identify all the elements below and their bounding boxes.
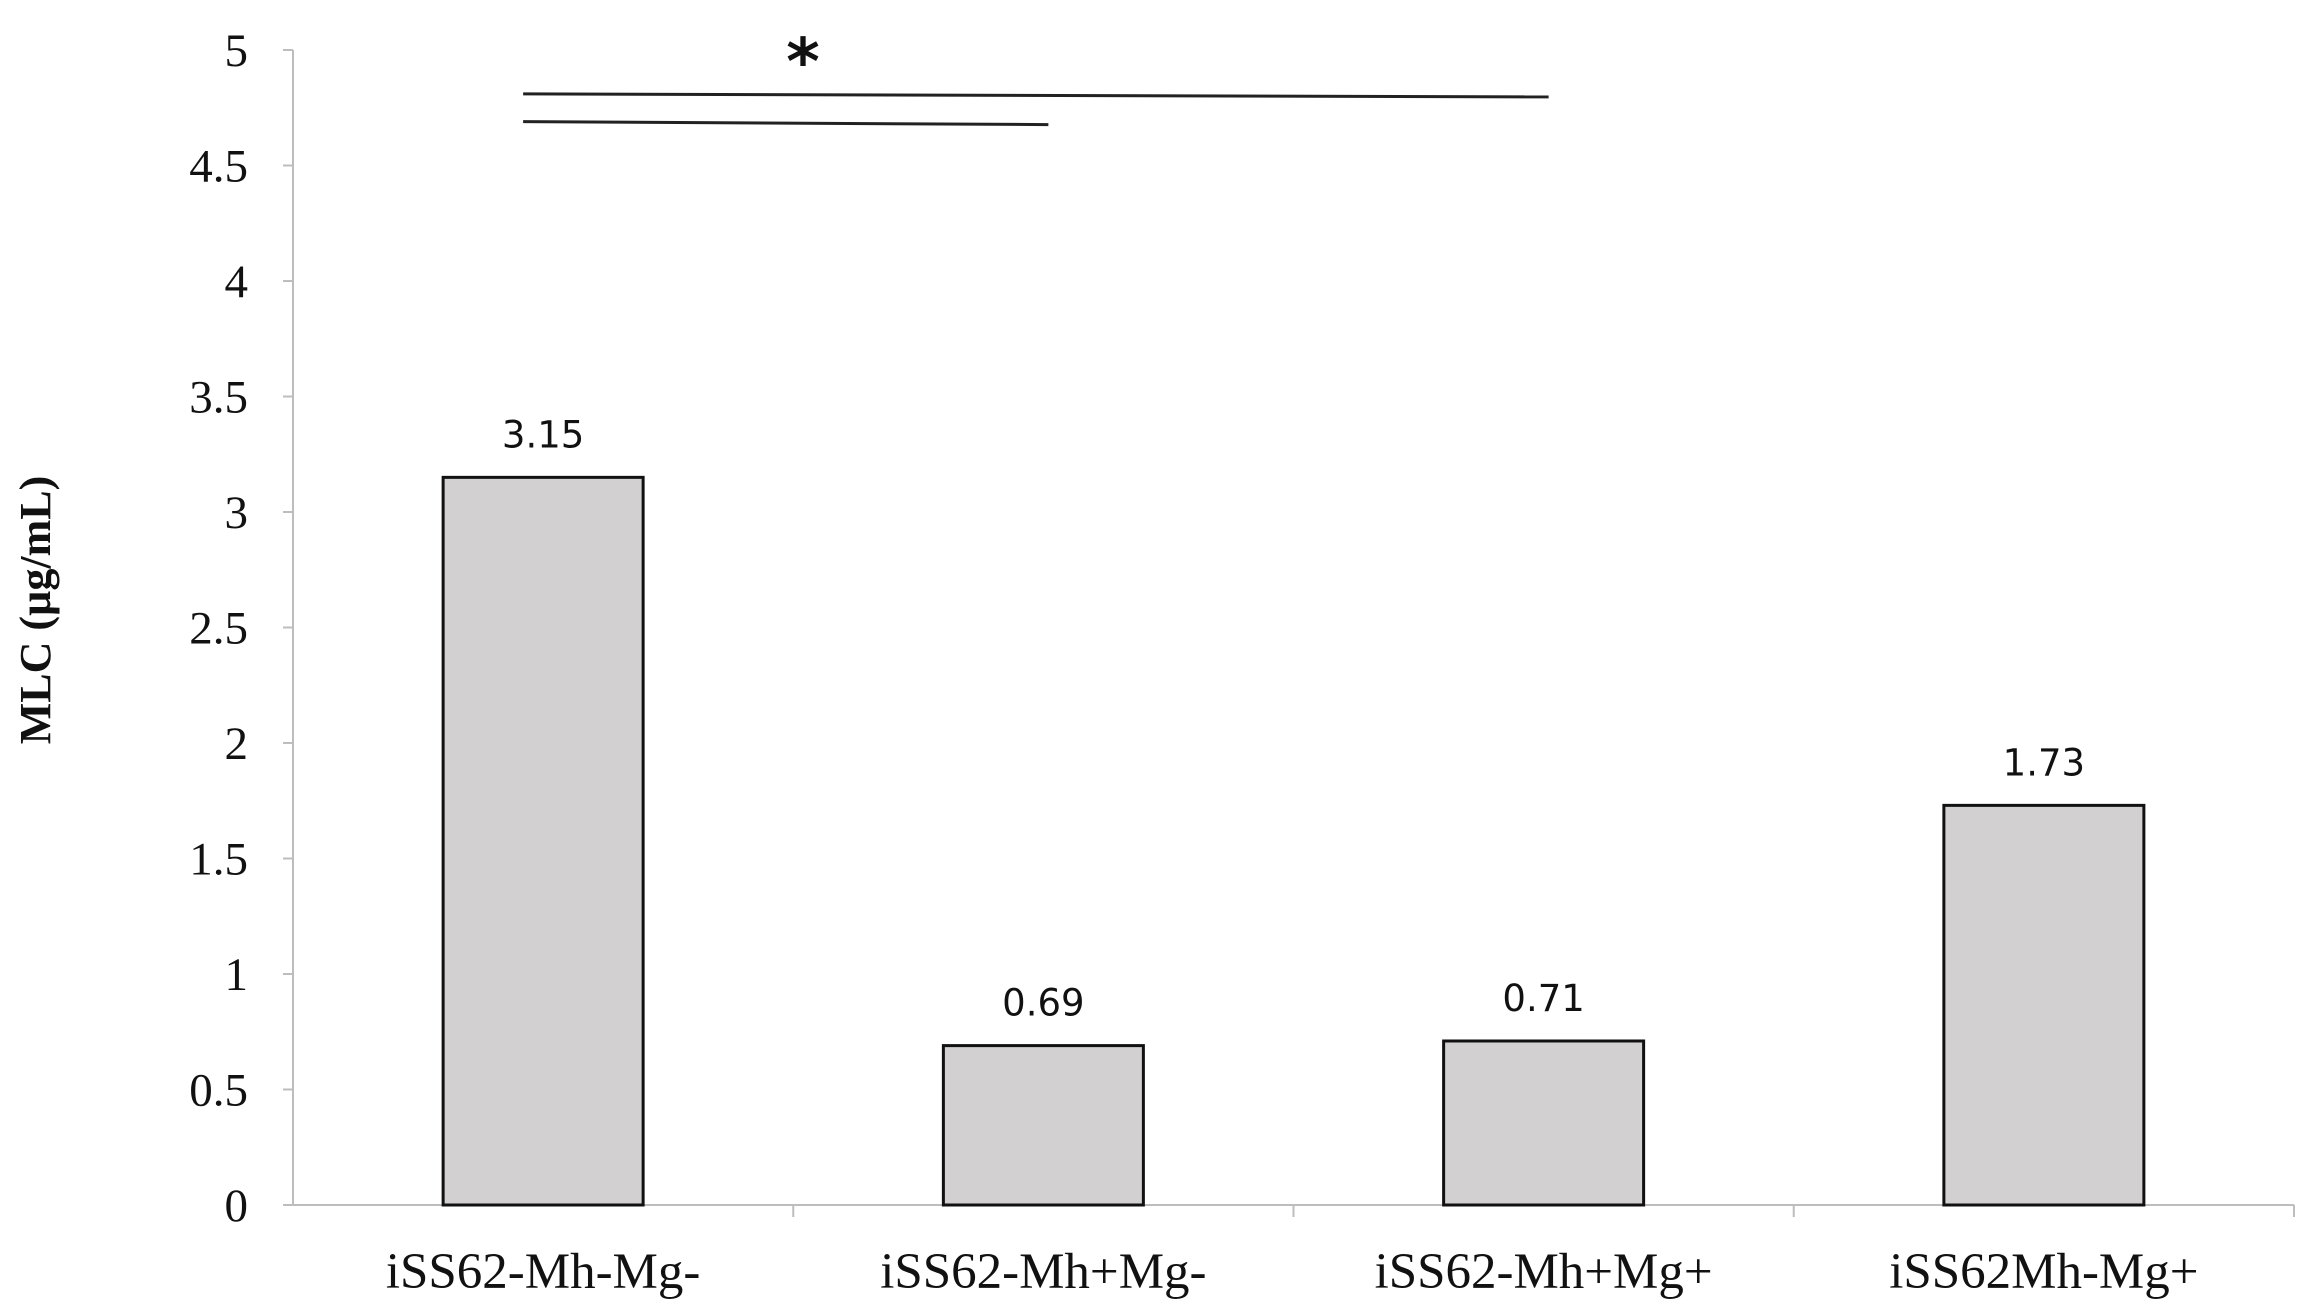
y-tick-label: 4.5 [189, 141, 248, 193]
x-axis-ticks [792, 1205, 2295, 1217]
x-category-label: iSS62-Mh+Mg+ [1375, 1244, 1713, 1300]
bar [441, 475, 645, 1207]
x-category-label: iSS62Mh-Mg+ [1889, 1244, 2198, 1300]
y-tick-label: 5 [225, 25, 249, 77]
significance-line [523, 120, 1049, 127]
data-label: 0.71 [1502, 977, 1584, 1020]
y-tick-label: 3.5 [189, 372, 248, 424]
data-labels-group: 3.15 0.69 0.71 1.73 [502, 413, 2085, 1024]
y-tick-label: 0.5 [189, 1065, 248, 1117]
significance-line [523, 92, 1549, 99]
category-labels-group: iSS62-Mh-Mg-iSS62-Mh+Mg-iSS62-Mh+Mg+ iSS6… [386, 1244, 2199, 1300]
y-axis-ticks: 0 0.5 1 1.5 2 2.5 3 3.5 4 4.5 5 [189, 25, 293, 1232]
significance-lines-group [523, 92, 1549, 127]
y-tick-label: 0 [225, 1180, 249, 1232]
bar [941, 1044, 1145, 1207]
y-tick-label: 2.5 [189, 603, 248, 655]
y-tick-label: 2 [225, 718, 249, 770]
significance-asterisk: * [786, 26, 819, 100]
data-label: 0.69 [1002, 982, 1084, 1025]
bar [1442, 1039, 1646, 1207]
y-tick-label: 1 [225, 949, 249, 1001]
y-tick-label: 1.5 [189, 834, 248, 886]
data-label: 1.73 [2003, 741, 2085, 784]
bars-group [441, 475, 2146, 1207]
data-label: 3.15 [502, 413, 584, 456]
y-axis-title: MLC (µg/mL) [11, 476, 60, 745]
x-category-label: iSS62-Mh+Mg- [880, 1244, 1206, 1300]
y-tick-label: 3 [225, 487, 249, 539]
x-category-label: iSS62-Mh-Mg- [386, 1244, 701, 1300]
bar [1942, 803, 2146, 1207]
y-tick-label: 4 [225, 256, 249, 308]
